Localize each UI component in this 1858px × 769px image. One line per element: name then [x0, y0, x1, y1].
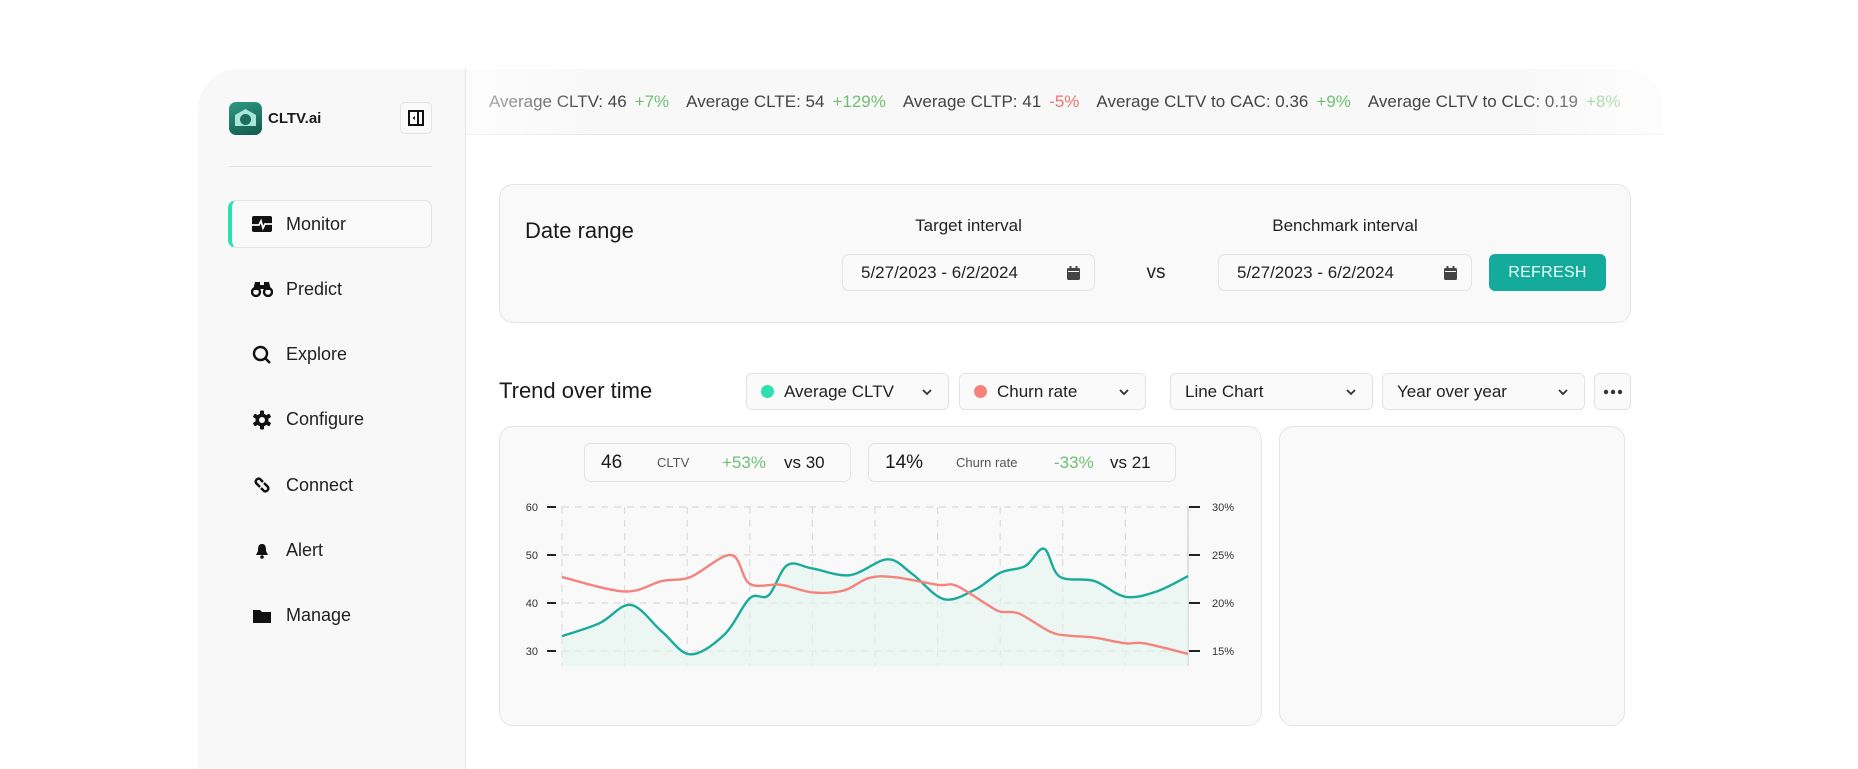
sidebar-item-manage[interactable]: Manage	[228, 592, 432, 640]
cltv-stat-chip: 46 CLTV +53% vs 30	[584, 443, 851, 482]
stat-label: Churn rate	[956, 455, 1018, 470]
left-axis-tick-label: 50	[526, 550, 538, 562]
cltv-area-fill	[562, 548, 1188, 666]
right-axis-tick-label: 20%	[1212, 598, 1234, 610]
metric-item: Average CLTV to CAC: 0.36 +9%	[1096, 92, 1350, 112]
binoculars-icon	[251, 278, 273, 300]
sidebar-item-monitor[interactable]: Monitor	[228, 200, 432, 248]
sidebar-item-connect[interactable]: Connect	[228, 461, 432, 509]
churn-stat-chip: 14% Churn rate -33% vs 21	[868, 443, 1176, 482]
metric-label: Average CLTE: 54	[686, 91, 825, 111]
sidebar-item-label: Connect	[286, 474, 354, 495]
stat-value: 46	[601, 451, 623, 473]
monitor-icon	[251, 213, 273, 235]
benchmark-interval-label: Benchmark interval	[1272, 216, 1418, 235]
metric-delta: -5%	[1049, 91, 1080, 111]
link-icon	[251, 474, 273, 496]
sidebar-item-configure[interactable]: Configure	[228, 396, 432, 444]
comparison-dropdown[interactable]: Year over year	[1382, 373, 1585, 410]
sidebar-item-predict[interactable]: Predict	[228, 265, 432, 313]
chevron-down-icon	[922, 389, 932, 396]
cltv-line	[561, 547, 1189, 656]
vs-label: vs	[1146, 262, 1166, 283]
left-axis-tick-label: 40	[526, 598, 538, 610]
metric-label: Average CLTV: 46	[489, 91, 627, 111]
target-interval-label: Target interval	[915, 216, 1022, 235]
date-range-title: Date range	[525, 218, 634, 243]
bell-icon	[251, 540, 273, 562]
metric-delta: +129%	[832, 91, 886, 111]
target-interval-value: 5/27/2023 - 6/2/2024	[861, 262, 1018, 282]
logo-icon	[229, 102, 262, 135]
more-icon	[1603, 389, 1622, 394]
metric-delta: +7%	[634, 91, 670, 111]
cltv-legend-dot	[761, 385, 774, 398]
stat-label: CLTV	[657, 455, 690, 470]
stat-delta: +53%	[722, 452, 766, 472]
target-interval-input[interactable]: 5/27/2023 - 6/2/2024	[842, 254, 1095, 291]
gear-icon	[251, 409, 273, 431]
date-range-panel: Date range	[499, 184, 1631, 323]
folder-icon	[251, 605, 273, 627]
sidebar-item-alert[interactable]: Alert	[228, 527, 432, 575]
sidebar-item-label: Predict	[286, 278, 343, 299]
sidebar-item-label: Explore	[286, 344, 348, 365]
stat-benchmark: vs 30	[784, 452, 825, 472]
churn-line	[561, 553, 1189, 656]
metric-item: Average CLTV: 46 +7%	[489, 92, 669, 112]
sidebar-item-label: Configure	[286, 409, 365, 430]
brand-name: CLTV.ai	[268, 110, 322, 127]
sidebar-divider	[229, 166, 432, 167]
chart-type-value: Line Chart	[1185, 381, 1264, 401]
metric-label: Average CLTP: 41	[902, 91, 1042, 111]
trend-title: Trend over time	[499, 378, 653, 403]
calendar-icon	[1067, 266, 1080, 280]
metric2-value: Churn rate	[997, 381, 1078, 401]
sidebar-collapse-icon	[408, 110, 424, 126]
right-axis-tick-label: 30%	[1212, 502, 1234, 514]
chevron-down-icon	[1558, 389, 1568, 396]
benchmark-interval-input[interactable]: 5/27/2023 - 6/2/2024	[1218, 254, 1472, 291]
left-axis-tick-label: 60	[526, 502, 538, 514]
left-axis-tick-label: 30	[526, 646, 538, 658]
sidebar: CLTV.ai Monitor Predict Explore Configure Co…	[198, 69, 466, 769]
sidebar-item-label: Monitor	[286, 213, 347, 234]
stat-value: 14%	[885, 451, 924, 473]
metric1-dropdown[interactable]: Average CLTV	[746, 373, 949, 410]
right-axis-tick-label: 25%	[1212, 550, 1234, 562]
trend-chart: 60 50 40 30 30% 25% 20% 15%	[526, 502, 1234, 666]
metric-label: Average CLTV to CLC: 0.19	[1367, 91, 1578, 111]
metric-delta: +9%	[1316, 91, 1351, 111]
sidebar-item-label: Alert	[286, 540, 324, 560]
chevron-down-icon	[1346, 389, 1356, 396]
metrics-ticker: Average CLTV: 46 +7% Average CLTE: 54 +129%…	[466, 69, 1663, 135]
right-axis-tick-label: 15%	[1212, 646, 1234, 658]
benchmark-interval-value: 5/27/2023 - 6/2/2024	[1237, 262, 1394, 282]
metric2-dropdown[interactable]: Churn rate	[959, 373, 1146, 410]
stat-benchmark: vs 21	[1110, 452, 1151, 472]
sidebar-item-label: Manage	[286, 605, 352, 626]
sidebar-item-explore[interactable]: Explore	[228, 331, 432, 379]
metric1-value: Average CLTV	[784, 381, 894, 401]
metric-label: Average CLTV to CAC: 0.36	[1096, 91, 1309, 111]
metric-item: Average CLTE: 54 +129%	[686, 92, 886, 112]
search-icon	[251, 344, 273, 366]
churn-legend-dot	[974, 385, 987, 398]
chart-type-dropdown[interactable]: Line Chart	[1170, 373, 1373, 410]
metric-delta: +8%	[1585, 91, 1621, 111]
chevron-down-icon	[1119, 389, 1129, 396]
stat-delta: -33%	[1054, 452, 1094, 472]
refresh-button[interactable]: REFRESH	[1489, 254, 1606, 291]
comparison-value: Year over year	[1397, 381, 1507, 401]
calendar-icon	[1444, 266, 1457, 280]
metric-item: Average CLTP: 41 -5%	[903, 92, 1080, 112]
metric-item: Average CLTV to CLC: 0.19 +8%	[1368, 92, 1621, 112]
more-options-button[interactable]	[1594, 373, 1631, 410]
collapse-sidebar-button[interactable]	[400, 102, 432, 134]
